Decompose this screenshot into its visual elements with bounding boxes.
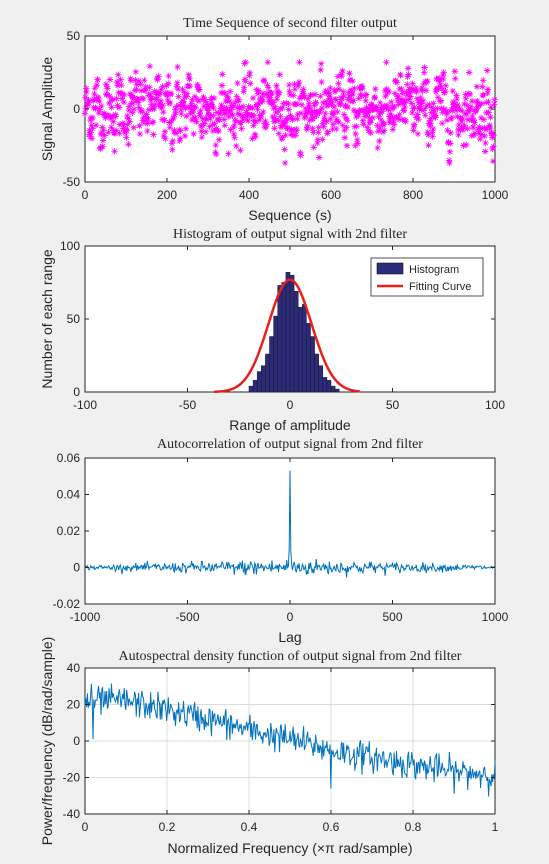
- histogram-bar: [318, 365, 324, 393]
- histogram-bar: [326, 380, 332, 393]
- ylabel-autospectral: Power/frequency (dB/rad/sample): [39, 637, 55, 846]
- histogram-bar: [281, 282, 287, 393]
- y-tick-label: 100: [60, 239, 80, 253]
- legend-fitting-curve-label: Fitting Curve: [409, 281, 471, 293]
- histogram-bar: [256, 371, 262, 393]
- x-tick-label: 50: [386, 398, 400, 412]
- x-tick-label: 0: [82, 188, 89, 202]
- legend-histogram-swatch: [376, 262, 404, 275]
- legend-histogram-label: Histogram: [409, 264, 459, 276]
- ylabel-time-sequence: Signal Amplitude: [39, 57, 55, 162]
- scatter-asterisk-markers: [81, 59, 498, 167]
- x-tick-label: -50: [179, 398, 197, 412]
- histogram-bar: [330, 385, 336, 393]
- plot-autocorrelation: -1000 -500 0 500 1000 0.06 0.04 0.02 0 -0.02 Auto…: [53, 437, 509, 645]
- x-tick-label: 0.2: [159, 820, 176, 834]
- legend-histogram: Histogram Fitting Curve: [370, 257, 484, 297]
- x-tick-label: 0: [82, 820, 89, 834]
- y-tick-label: 0: [73, 385, 80, 399]
- y-tick-label: 0.02: [57, 524, 81, 538]
- y-tick-label: 0: [73, 561, 80, 575]
- xlabel-autospectral: Normalized Frequency (×π rad/sample): [167, 840, 412, 856]
- x-tick-label: 1000: [482, 610, 509, 624]
- x-tick-label: 0: [287, 398, 294, 412]
- ticks-autospectral: 0 0.2 0.4 0.6 0.8 1 -40 -20 0 20 40: [63, 661, 499, 834]
- title-autospectral: Autospectral density function of output …: [119, 649, 462, 664]
- fitting-curve: [214, 278, 360, 394]
- histogram-bar: [293, 291, 299, 393]
- xlabel-time-sequence: Sequence (s): [248, 207, 331, 223]
- y-tick-label: -20: [63, 771, 81, 785]
- xlabel-histogram: Range of amplitude: [229, 417, 351, 433]
- x-tick-label: 200: [157, 188, 177, 202]
- histogram-bar: [314, 353, 319, 393]
- y-tick-label: 50: [67, 29, 81, 43]
- ticks-autocorrelation: -1000 -500 0 500 1000 0.06 0.04 0.02 0 -0.02: [53, 451, 509, 624]
- histogram-bar: [269, 336, 274, 393]
- x-tick-label: 500: [382, 610, 402, 624]
- histogram-bar: [334, 388, 340, 393]
- histogram-bar: [273, 315, 278, 393]
- x-tick-label: 100: [485, 398, 505, 412]
- histogram-bar: [261, 365, 266, 393]
- x-tick-label: 1: [492, 820, 499, 834]
- title-time-sequence: Time Sequence of second filter output: [183, 16, 397, 31]
- histogram-bar: [277, 285, 283, 393]
- x-tick-label: 400: [239, 188, 259, 202]
- data-time-sequence: [81, 59, 498, 167]
- ylabel-histogram: Number of each range: [39, 249, 55, 389]
- plot-autospectral: 0 0.2 0.4 0.6 0.8 1 -40 -20 0 20 40 Autospectral d…: [39, 637, 499, 856]
- y-tick-label: 0: [73, 102, 80, 116]
- histogram-bar: [285, 272, 291, 393]
- title-autocorrelation: Autocorrelation of output signal from 2n…: [157, 437, 423, 452]
- histogram-bar: [248, 385, 254, 393]
- x-tick-label: 0.4: [241, 820, 258, 834]
- histogram-bar: [265, 353, 270, 393]
- histogram-bar: [306, 323, 311, 393]
- data-autocorrelation: [84, 470, 496, 578]
- y-tick-label: 0.06: [57, 451, 81, 465]
- x-tick-label: 0.6: [323, 820, 340, 834]
- histogram-bar: [322, 377, 328, 393]
- histogram-bar: [252, 380, 258, 393]
- x-tick-label: 0.8: [405, 820, 422, 834]
- y-tick-label: 50: [67, 312, 81, 326]
- autocorrelation-line: [84, 470, 496, 578]
- y-tick-label: 40: [67, 661, 81, 675]
- histogram-bar: [297, 307, 303, 393]
- ticks-histogram: -100 -50 0 50 100 0 50 100: [60, 239, 505, 412]
- x-tick-label: 1000: [482, 188, 509, 202]
- y-tick-label: -40: [63, 807, 81, 821]
- histogram-bar: [302, 304, 307, 393]
- data-autospectral: [84, 668, 496, 814]
- y-tick-label: 0.04: [57, 488, 81, 502]
- y-tick-label: -50: [63, 175, 81, 189]
- x-tick-label: -1000: [70, 610, 101, 624]
- x-tick-label: -500: [175, 610, 199, 624]
- y-tick-label: 20: [67, 698, 81, 712]
- xlabel-autocorrelation: Lag: [278, 629, 301, 645]
- x-tick-label: 0: [287, 610, 294, 624]
- plot-histogram: -100 -50 0 50 100 0 50 100 Histogram of output …: [39, 227, 505, 433]
- y-tick-label: -0.02: [53, 597, 81, 611]
- histogram-bar: [310, 336, 315, 393]
- histogram-bar: [289, 274, 295, 393]
- x-tick-label: -100: [73, 398, 97, 412]
- title-histogram: Histogram of output signal with 2nd filt…: [173, 227, 407, 242]
- psd-line: [84, 683, 496, 797]
- data-histogram: [214, 272, 360, 394]
- y-tick-label: 0: [73, 734, 80, 748]
- x-tick-label: 600: [321, 188, 341, 202]
- x-tick-label: 800: [403, 188, 423, 202]
